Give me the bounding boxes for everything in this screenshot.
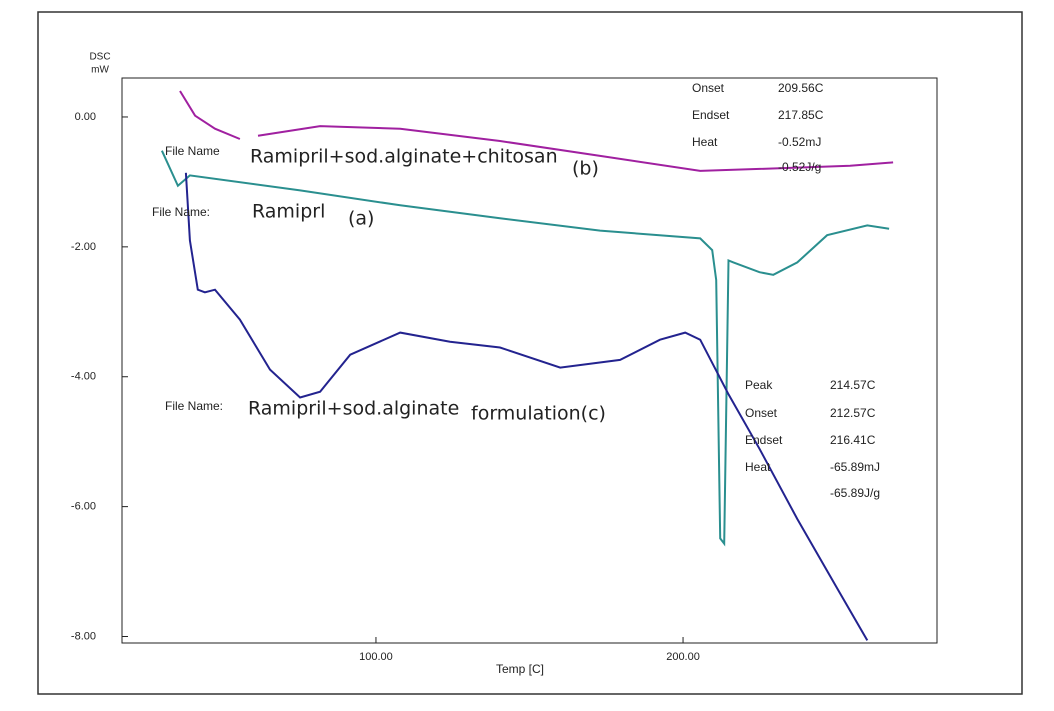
y-tick-label: -6.00 (71, 501, 96, 513)
y-axis-label: DSC (89, 52, 110, 63)
annotation: File Name (165, 144, 220, 158)
y-axis-label: mW (91, 65, 109, 76)
y-tick-label: -4.00 (71, 371, 96, 383)
y-tick-label: -8.00 (71, 630, 96, 642)
annotation: Ramiprl (252, 201, 325, 223)
data-line (179, 90, 894, 172)
annotation: 209.56C (778, 81, 824, 95)
annotation: Endset (692, 108, 730, 122)
annotation: Onset (745, 406, 778, 420)
annotation: File Name: (165, 399, 223, 413)
annotation: formulation(c) (471, 403, 606, 425)
annotation: 217.85C (778, 108, 824, 122)
y-tick-label: 0.00 (75, 111, 96, 123)
annotation: Onset (692, 81, 725, 95)
annotation: Peak (745, 378, 773, 392)
data-line (184, 172, 869, 641)
annotation: Ramipril+sod.alginate+chitosan (250, 146, 558, 168)
annotation: -0.52mJ (778, 135, 821, 149)
annotation: Heat (692, 135, 718, 149)
annotation: File Name: (152, 205, 210, 219)
plot-frame (121, 77, 938, 644)
annotation: 212.57C (830, 406, 876, 420)
annotation: Heat (745, 460, 771, 474)
annotation: -65.89mJ (830, 460, 880, 474)
annotation: Ramipril+sod.alginate (248, 398, 459, 420)
x-tick-label: 200.00 (666, 651, 700, 663)
annotation: Endset (745, 433, 783, 447)
x-axis-label: Temp [C] (496, 662, 544, 676)
annotation: (a) (348, 208, 374, 230)
data-line (160, 150, 890, 547)
annotation: 216.41C (830, 433, 876, 447)
x-tick-label: 100.00 (359, 651, 393, 663)
annotation: -65.89J/g (830, 486, 880, 500)
outer-frame (37, 11, 1023, 695)
annotation: 214.57C (830, 378, 876, 392)
annotation: (b) (572, 158, 599, 180)
y-tick-label: -2.00 (71, 241, 96, 253)
annotation: -0.52J/g (778, 160, 821, 174)
